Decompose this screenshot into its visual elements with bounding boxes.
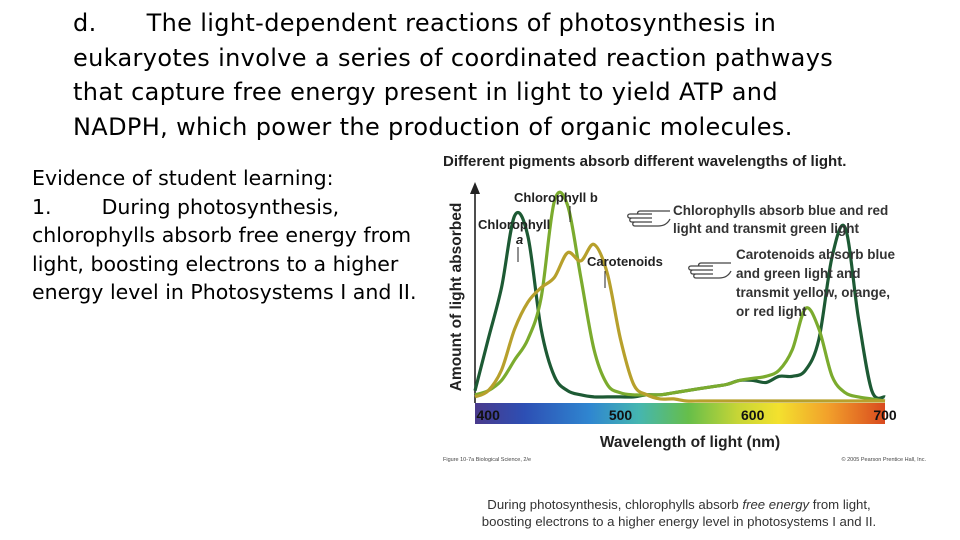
label-carotenoids: Carotenoids xyxy=(587,254,663,269)
x-tick-labels: 400 500 600 700 xyxy=(477,407,897,423)
chlorophyll-note-line: Chlorophylls absorb blue and red xyxy=(673,203,888,218)
carotenoid-note-line: or red light xyxy=(736,304,807,319)
figure-caption: During photosynthesis, chlorophylls abso… xyxy=(444,497,914,530)
figure-credit-left: Figure 10-7a Biological Science, 2/e xyxy=(443,457,531,463)
caption-emphasis: free energy xyxy=(742,497,810,512)
evidence-block: Evidence of student learning: 1. During p… xyxy=(32,164,432,307)
caption-text: During photosynthesis, chlorophylls abso… xyxy=(487,497,743,512)
evidence-item: 1. During photosynthesis, chlorophylls ab… xyxy=(32,193,432,307)
evidence-item-number: 1. xyxy=(32,194,52,219)
x-tick-label: 400 xyxy=(477,407,501,423)
pointing-hand-icon xyxy=(688,262,732,279)
x-tick-label: 600 xyxy=(741,407,765,423)
carotenoid-note: Carotenoids absorb blue and green light … xyxy=(736,247,896,319)
chlorophyll-note-line: light and transmit green light xyxy=(673,221,860,236)
x-tick-label: 700 xyxy=(873,407,897,423)
carotenoid-note-line: and green light and xyxy=(736,266,861,281)
series-line-chlorophyll-a xyxy=(473,210,886,400)
slide-heading: d. The light-dependent reactions of photo… xyxy=(73,6,873,144)
heading-marker: d. xyxy=(73,9,97,37)
series-lines xyxy=(473,190,886,403)
evidence-title: Evidence of student learning: xyxy=(32,166,334,190)
pointing-hand-icon xyxy=(627,210,671,227)
y-axis-arrow xyxy=(470,182,480,194)
x-tick-label: 500 xyxy=(609,407,633,423)
label-chlorophyll-a-1: Chlorophyll xyxy=(478,217,550,232)
carotenoid-note-line: transmit yellow, orange, xyxy=(736,285,890,300)
caption-line: During photosynthesis, chlorophylls abso… xyxy=(444,497,914,514)
figure-credit-right: © 2005 Pearson Prentice Hall, Inc. xyxy=(842,456,927,463)
carotenoid-note-line: Carotenoids absorb blue xyxy=(736,247,896,262)
series-line-carotenoids xyxy=(474,242,885,403)
caption-line: boosting electrons to a higher energy le… xyxy=(481,513,877,529)
label-chlorophyll-a-2: a xyxy=(516,232,523,247)
y-axis-label: Amount of light absorbed xyxy=(448,203,465,392)
x-axis-label: Wavelength of light (nm) xyxy=(600,434,780,451)
chart-title: Different pigments absorb different wave… xyxy=(443,153,846,170)
label-chlorophyll-b: Chlorophyll b xyxy=(514,190,598,205)
evidence-item-text: During photosynthesis, chlorophylls abso… xyxy=(32,194,417,305)
spectrum-bar xyxy=(475,403,885,424)
chlorophyll-note: Chlorophylls absorb blue and red light a… xyxy=(673,203,888,236)
heading-text: The light-dependent reactions of photosy… xyxy=(73,9,834,141)
caption-text: from light, xyxy=(809,497,871,512)
